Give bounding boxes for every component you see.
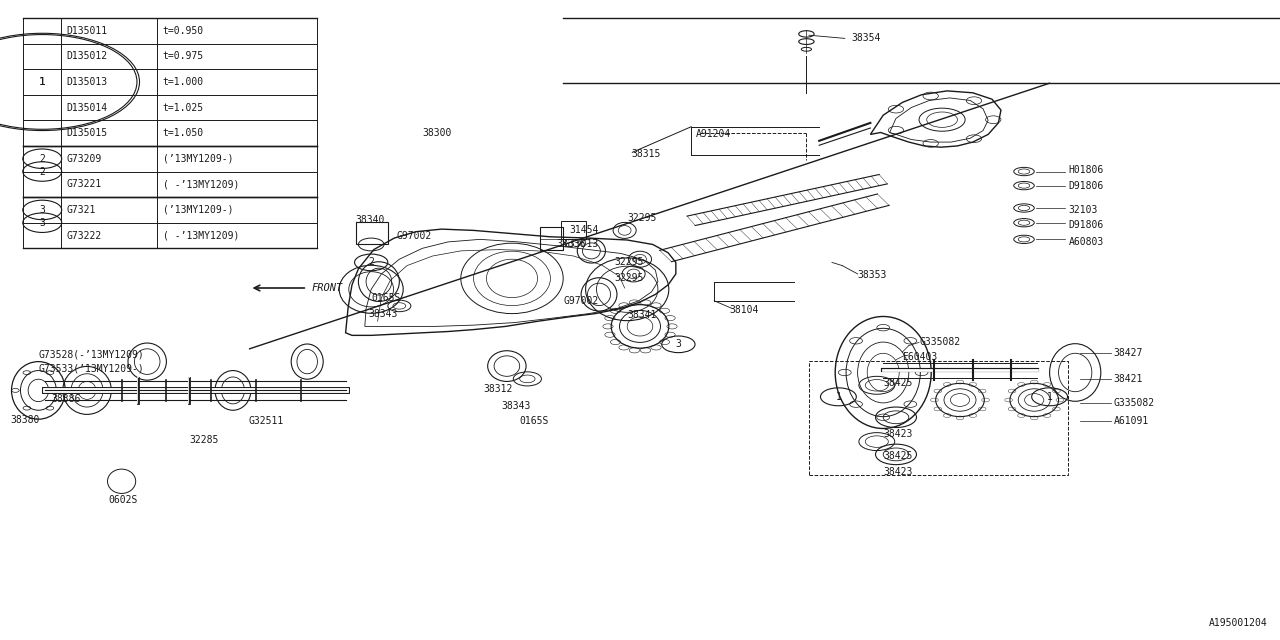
Text: A91204: A91204 bbox=[696, 129, 732, 140]
Text: 32285: 32285 bbox=[189, 435, 219, 445]
Text: 38300: 38300 bbox=[422, 128, 452, 138]
Text: 38104: 38104 bbox=[730, 305, 759, 316]
Text: 2: 2 bbox=[40, 154, 45, 164]
Text: t=1.050: t=1.050 bbox=[163, 128, 204, 138]
Text: (’13MY1209-): (’13MY1209-) bbox=[163, 154, 233, 164]
Text: 38353: 38353 bbox=[858, 270, 887, 280]
Text: t=1.000: t=1.000 bbox=[163, 77, 204, 87]
Text: G73209: G73209 bbox=[67, 154, 102, 164]
Text: H01806: H01806 bbox=[1069, 164, 1105, 175]
Text: 38380: 38380 bbox=[10, 415, 40, 425]
Text: t=0.975: t=0.975 bbox=[163, 51, 204, 61]
Text: 38343: 38343 bbox=[502, 401, 531, 412]
Text: ( -’13MY1209): ( -’13MY1209) bbox=[163, 230, 239, 241]
Text: D135012: D135012 bbox=[67, 51, 108, 61]
Text: D91806: D91806 bbox=[1069, 220, 1105, 230]
Text: 0165S: 0165S bbox=[520, 416, 549, 426]
Text: 38312: 38312 bbox=[484, 384, 513, 394]
Text: (’13MY1209-): (’13MY1209-) bbox=[163, 205, 233, 215]
Bar bbox=[356, 222, 388, 244]
Text: G73221: G73221 bbox=[67, 179, 102, 189]
Text: 2: 2 bbox=[40, 166, 45, 177]
Text: G97002: G97002 bbox=[397, 230, 433, 241]
Text: 1: 1 bbox=[38, 77, 46, 87]
Text: 38425: 38425 bbox=[883, 378, 913, 388]
Text: D135013: D135013 bbox=[67, 77, 108, 87]
Text: D135014: D135014 bbox=[67, 102, 108, 113]
Text: G32511: G32511 bbox=[248, 416, 284, 426]
Text: 0602S: 0602S bbox=[109, 495, 138, 506]
Bar bbox=[809, 361, 1068, 475]
Text: 2: 2 bbox=[369, 257, 374, 268]
Text: 38423: 38423 bbox=[883, 467, 913, 477]
Text: 38340: 38340 bbox=[356, 215, 385, 225]
Text: 3: 3 bbox=[40, 205, 45, 215]
Text: G73533(’13MY1209-): G73533(’13MY1209-) bbox=[38, 364, 145, 374]
Text: G73222: G73222 bbox=[67, 230, 102, 241]
Bar bbox=[540, 227, 563, 250]
Text: 38354: 38354 bbox=[851, 33, 881, 44]
Text: ( -’13MY1209): ( -’13MY1209) bbox=[163, 179, 239, 189]
Text: 38343: 38343 bbox=[369, 308, 398, 319]
Text: 32295: 32295 bbox=[627, 212, 657, 223]
Bar bbox=[561, 221, 586, 239]
Text: 38425: 38425 bbox=[883, 451, 913, 461]
Text: 38336: 38336 bbox=[557, 239, 586, 250]
Text: 38341: 38341 bbox=[627, 310, 657, 320]
Text: D135011: D135011 bbox=[67, 26, 108, 36]
Text: 38315: 38315 bbox=[631, 148, 660, 159]
Text: t=0.950: t=0.950 bbox=[163, 26, 204, 36]
Text: 1: 1 bbox=[38, 77, 46, 87]
Text: A61091: A61091 bbox=[1114, 416, 1149, 426]
Text: 32295: 32295 bbox=[614, 257, 644, 268]
Text: 31454: 31454 bbox=[570, 225, 599, 236]
Text: 1: 1 bbox=[1047, 392, 1052, 402]
Text: t=1.025: t=1.025 bbox=[163, 102, 204, 113]
Text: G335082: G335082 bbox=[919, 337, 960, 348]
Text: G7321: G7321 bbox=[67, 205, 96, 215]
Text: G97002: G97002 bbox=[563, 296, 599, 306]
Text: 38421: 38421 bbox=[1114, 374, 1143, 384]
Text: A195001204: A195001204 bbox=[1208, 618, 1267, 628]
Text: G73528(-’13MY1209): G73528(-’13MY1209) bbox=[38, 349, 145, 360]
Text: 38386: 38386 bbox=[51, 394, 81, 404]
Text: G335082: G335082 bbox=[1114, 398, 1155, 408]
Text: 32295: 32295 bbox=[614, 273, 644, 283]
Text: E60403: E60403 bbox=[902, 352, 938, 362]
Text: 0165S: 0165S bbox=[371, 292, 401, 303]
Text: 3: 3 bbox=[676, 339, 681, 349]
Text: FRONT: FRONT bbox=[311, 283, 342, 293]
Text: G33013: G33013 bbox=[563, 239, 599, 250]
Text: D135015: D135015 bbox=[67, 128, 108, 138]
Text: 3: 3 bbox=[40, 218, 45, 228]
Text: 38423: 38423 bbox=[883, 429, 913, 439]
Text: 38427: 38427 bbox=[1114, 348, 1143, 358]
Text: 32103: 32103 bbox=[1069, 205, 1098, 215]
Text: 1: 1 bbox=[836, 392, 841, 402]
Text: A60803: A60803 bbox=[1069, 237, 1105, 247]
Text: D91806: D91806 bbox=[1069, 180, 1105, 191]
